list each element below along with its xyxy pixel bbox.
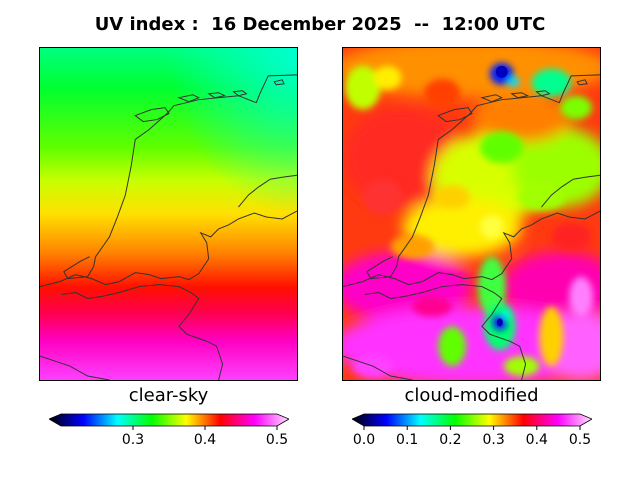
figure-title: UV index : 16 December 2025 -- 12:00 UTC <box>94 14 546 35</box>
clear-sky-label: clear-sky <box>128 385 209 406</box>
clear-sky-colorbar <box>49 412 289 430</box>
clear-sky-map <box>39 47 298 381</box>
cloud-modified-map <box>342 47 601 381</box>
colorbar-tick-label: 0.3 <box>482 432 505 448</box>
colorbar-tick-label: 0.3 <box>121 432 145 448</box>
coastline <box>40 74 297 380</box>
coastline <box>343 74 600 380</box>
colorbar-tick-label: 0.0 <box>352 432 376 448</box>
colorbar-body <box>49 413 289 427</box>
colorbar-tick-label: 0.4 <box>525 432 548 448</box>
colorbar-tick-label: 0.5 <box>568 432 592 448</box>
cloud-modified-label: cloud-modified <box>404 385 539 406</box>
colorbar-tick-label: 0.5 <box>265 432 289 448</box>
colorbar-body <box>352 413 592 427</box>
colorbar-tick-label: 0.4 <box>193 432 217 448</box>
colorbar-tick-label: 0.1 <box>396 432 419 448</box>
cloud-modified-colorbar <box>352 412 592 430</box>
colorbar-tick-label: 0.2 <box>439 432 462 448</box>
